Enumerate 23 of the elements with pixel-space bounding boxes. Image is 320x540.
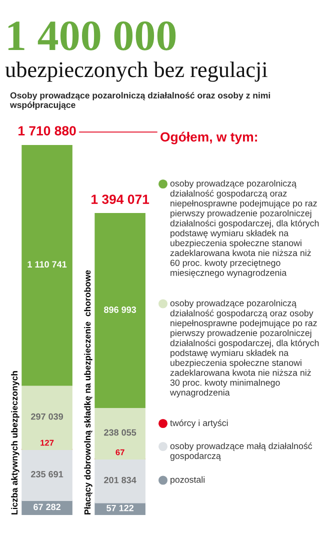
chart-title: 1 400 000 xyxy=(8,21,176,50)
data-label: 67 282 xyxy=(34,504,60,510)
data-label: 297 039 xyxy=(31,413,64,420)
data-label: 896 993 xyxy=(104,306,136,313)
legend-title: Ogółem, w tym: xyxy=(160,132,257,144)
legend-label: osoby prowadzące małą działalność gospodarczą xyxy=(170,442,312,461)
x-tick-label: Płacący dobrowolną składkę na ubezpieczenie chorobowe xyxy=(84,270,92,514)
data-label: 201 834 xyxy=(104,476,136,484)
x-tick-label: Liczba aktywnych ubezpieczonych xyxy=(11,371,20,514)
text: Osoby prowadzące pozarolniczą działalność oraz osoby z nimi współpracujące xyxy=(10,92,270,110)
total-label: 1 710 880 xyxy=(18,126,76,136)
data-label: 235 691 xyxy=(31,470,64,478)
data-label: 1 110 741 xyxy=(28,261,67,268)
total-label: 1 394 071 xyxy=(92,194,150,204)
data-label: 238 055 xyxy=(104,429,136,436)
legend-label: pozostali xyxy=(170,476,204,485)
text: osoby prowadzące pozarolniczą działalność gospodarczą oraz niepełnosprawne podejmujące po raz pierwszy prowadzenie pozarolniczej działalności gospodarczej, dla których podstawę wymiaru składek na ubezpieczenia społeczne stanowi zadeklarowana kwota nie niższa niż 60 proc. kwoty przeciętnego miesięcznego wynagrodzenia xyxy=(170,180,319,278)
data-label: 57 122 xyxy=(106,504,134,512)
chart-subtitle: ubezpieczonych bez regulacji xyxy=(5,62,268,82)
data-label: 67 xyxy=(116,449,124,456)
data-label: 127 xyxy=(40,440,54,446)
text: osoby prowadzące pozarolniczą działalność gospodarczą oraz osoby niepełnosprawne podejmujące po raz pierwszy prowadzenie pozarolniczej działalności gospodarczej, dla których podstawę wymiaru składek na ubezpieczenia społeczne stanowi zadeklarowana kwota nie niższa niż 30 proc. kwoty minimalnego wynagrodzenia xyxy=(170,300,319,398)
legend-label: twórcy i artyści xyxy=(170,420,228,428)
